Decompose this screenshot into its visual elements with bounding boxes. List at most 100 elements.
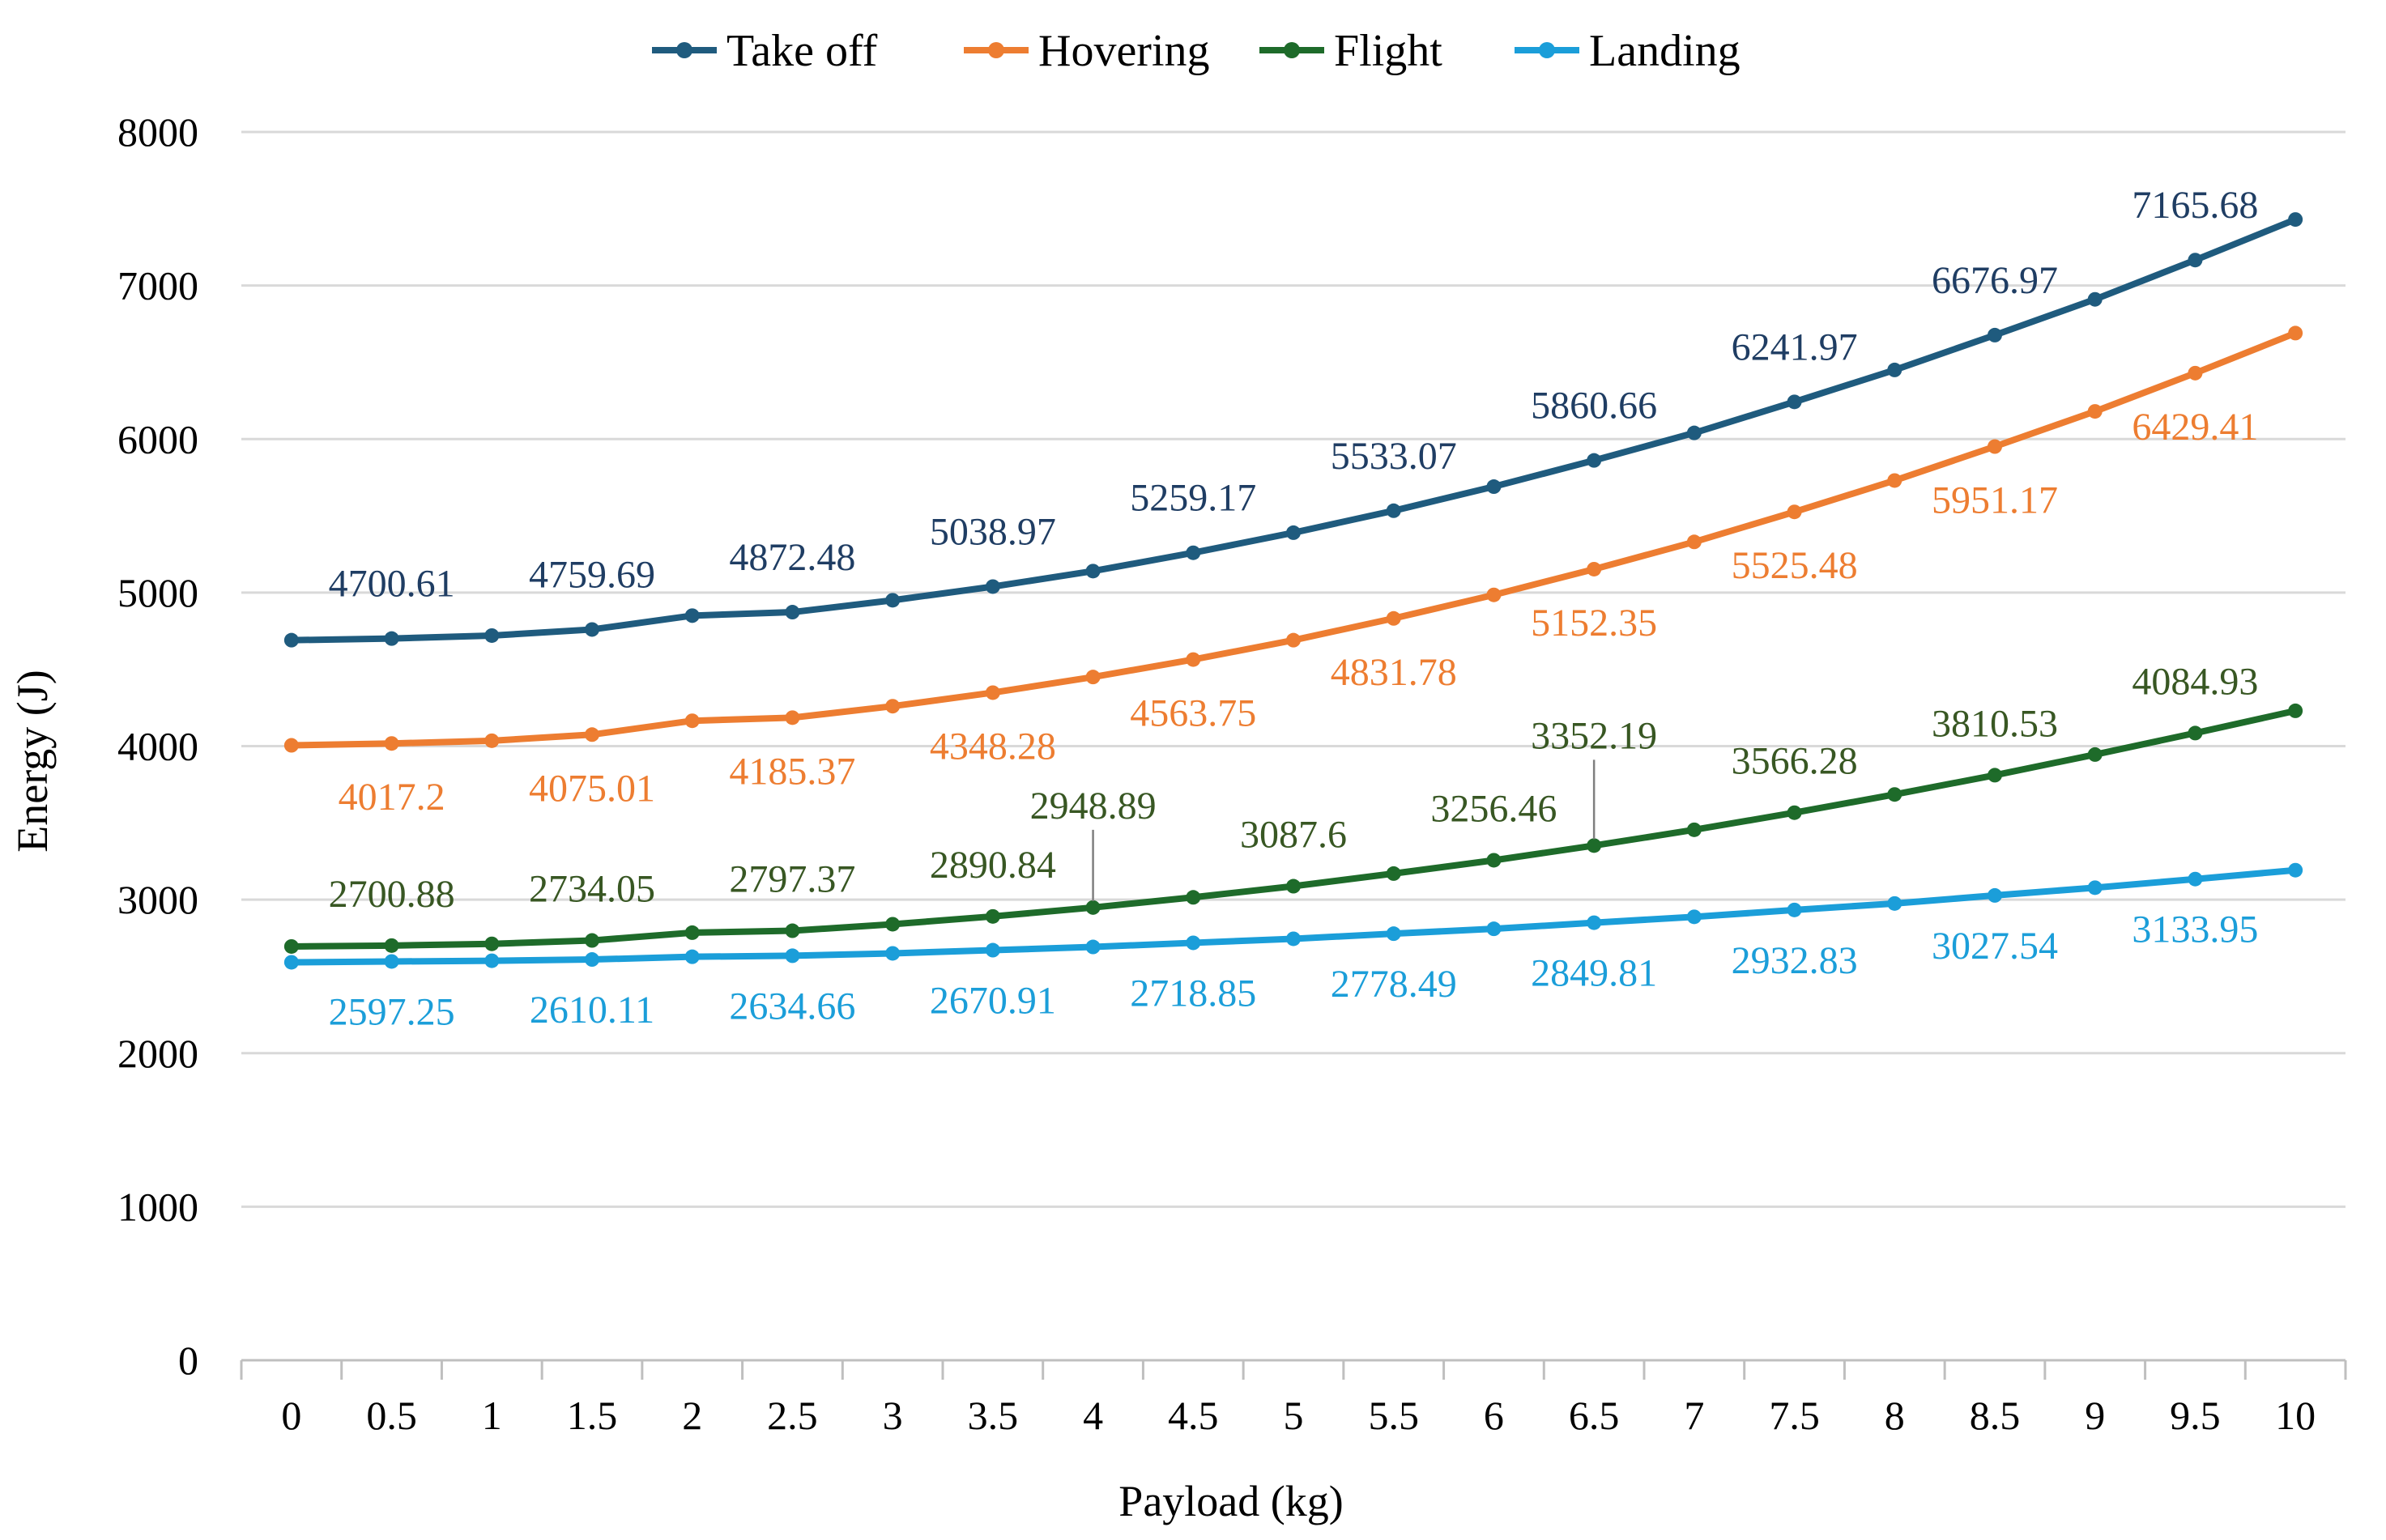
x-tick-label: 1.5	[567, 1393, 618, 1438]
data-label: 4075.01	[529, 767, 655, 810]
data-point	[1887, 473, 1902, 488]
data-label: 6429.41	[2132, 406, 2258, 449]
data-label: 6241.97	[1732, 325, 1858, 368]
y-tick-label: 7000	[117, 263, 198, 308]
data-label: 2597.25	[329, 990, 455, 1033]
data-point	[2188, 871, 2203, 887]
data-point	[384, 938, 399, 953]
data-point	[1686, 425, 1702, 440]
x-tick-label: 6	[1484, 1393, 1504, 1438]
data-point	[283, 938, 299, 954]
legend-label: Landing	[1589, 26, 1741, 76]
data-point	[1686, 822, 1702, 837]
data-point	[1486, 479, 1502, 495]
data-point	[2288, 212, 2303, 228]
data-point	[2188, 725, 2203, 741]
data-point	[585, 727, 599, 742]
x-tick-label: 8	[1885, 1393, 1905, 1438]
data-point	[1988, 887, 2002, 903]
data-point	[283, 738, 299, 753]
data-point	[1787, 504, 1802, 520]
data-point	[684, 925, 700, 940]
data-point	[1787, 805, 1802, 820]
data-point	[283, 632, 299, 648]
data-point	[684, 608, 700, 623]
data-point	[1486, 853, 1502, 868]
data-point	[1887, 787, 1902, 802]
data-label: 6676.97	[1932, 259, 2058, 302]
data-label: 3087.6	[1240, 814, 1347, 857]
data-point	[384, 736, 399, 751]
data-label: 2932.83	[1732, 939, 1858, 982]
data-point	[1085, 900, 1101, 915]
data-label: 3352.19	[1531, 714, 1657, 757]
data-point	[785, 605, 800, 620]
y-tick-label: 2000	[117, 1031, 198, 1076]
x-tick-label: 3	[883, 1393, 903, 1438]
data-point	[985, 685, 1000, 700]
data-label: 2849.81	[1531, 952, 1657, 995]
data-point	[985, 942, 1000, 958]
data-point	[283, 955, 299, 970]
data-point	[484, 733, 500, 748]
axes: 0 1000 2000 3000 4000 5000 6000 7000 8000 0 0.5 1 1.…	[117, 109, 2347, 1438]
data-point	[1085, 564, 1101, 579]
data-point	[484, 953, 500, 968]
legend-swatch-marker	[1284, 42, 1300, 58]
data-point	[1286, 931, 1301, 947]
x-tick-label: 5.5	[1368, 1393, 1419, 1438]
data-label: 3027.54	[1932, 925, 2058, 968]
data-point	[585, 933, 599, 948]
data-point	[1686, 534, 1702, 550]
x-tick-label: 7	[1684, 1393, 1704, 1438]
data-point	[384, 954, 399, 969]
legend-swatch-marker	[988, 42, 1004, 58]
data-label: 3810.53	[1932, 702, 2058, 745]
data-point	[885, 917, 901, 932]
data-label: 2948.89	[1030, 785, 1157, 827]
data-point	[885, 699, 901, 714]
data-point	[1988, 768, 2002, 783]
x-tick-label: 8.5	[1970, 1393, 2021, 1438]
x-tick-label: 0.5	[366, 1393, 417, 1438]
data-label: 2610.11	[530, 989, 654, 1032]
data-point	[484, 627, 500, 643]
legend: Take off Hovering Flight Landing	[652, 26, 1741, 76]
y-tick-label: 4000	[117, 724, 198, 769]
data-label: 2718.85	[1130, 972, 1256, 1015]
y-tick-label: 3000	[117, 877, 198, 922]
data-point	[1286, 525, 1301, 540]
data-point	[2087, 880, 2103, 895]
data-point	[1887, 895, 1902, 911]
data-label: 4084.93	[2132, 660, 2258, 703]
y-tick-label: 0	[178, 1338, 198, 1383]
data-point	[885, 946, 901, 961]
x-tick-label: 6.5	[1569, 1393, 1620, 1438]
legend-label: Take off	[726, 26, 878, 76]
data-point	[1887, 362, 1902, 377]
data-point	[1587, 915, 1602, 930]
legend-label: Hovering	[1038, 26, 1210, 76]
data-point	[2288, 703, 2303, 718]
data-label: 7165.68	[2132, 184, 2258, 227]
data-label: 2734.05	[529, 868, 655, 911]
data-label: 4872.48	[729, 536, 855, 579]
x-tick-label: 2.5	[767, 1393, 818, 1438]
x-axis-title: Payload (kg)	[1118, 1477, 1343, 1525]
data-point	[1486, 587, 1502, 602]
data-point	[1787, 902, 1802, 917]
data-label: 2634.66	[729, 985, 855, 1027]
data-point	[2087, 291, 2103, 307]
data-label: 5038.97	[930, 510, 1056, 553]
series-lines	[283, 212, 2303, 970]
data-label: 4700.61	[329, 563, 455, 606]
legend-label: Flight	[1334, 26, 1442, 76]
data-label: 5951.17	[1932, 479, 2058, 522]
data-point	[1085, 670, 1101, 685]
data-point	[985, 579, 1000, 594]
data-point	[1186, 890, 1201, 905]
data-label: 5525.48	[1732, 544, 1858, 587]
x-tick-label: 7.5	[1769, 1393, 1820, 1438]
data-point	[985, 908, 1000, 924]
